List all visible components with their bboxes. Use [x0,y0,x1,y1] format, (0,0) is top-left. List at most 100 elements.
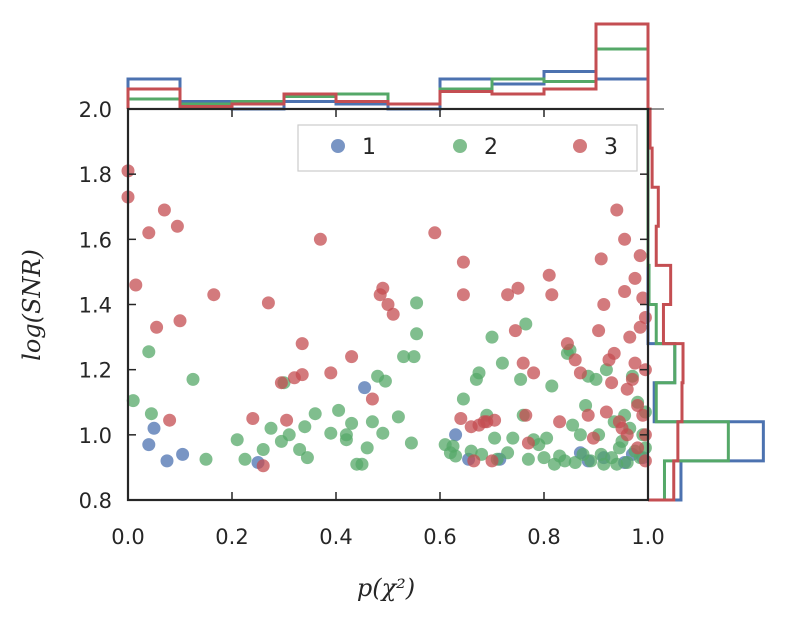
x-tick-label: 0.2 [215,525,248,549]
point-series-3-51 [586,431,600,445]
point-series-3-10 [246,412,260,425]
point-series-3-73 [633,320,647,334]
axes: 0.0 0.2 0.4 0.6 0.8 1.0 0.8 1.0 1.2 1.4 1.6 1.8 2.0 [79,98,665,549]
point-series-3-49 [573,366,587,380]
point-series-2-24 [365,415,379,429]
point-series-1-3 [176,447,190,461]
point-series-2-31 [407,350,421,364]
point-series-1-1 [147,421,161,435]
point-series-2-33 [410,296,424,310]
point-series-2-27 [378,374,392,388]
point-series-2-58 [545,379,559,393]
legend: 1 2 3 [297,124,638,172]
point-series-3-48 [568,353,582,367]
point-series-3-38 [508,324,522,338]
top-hist-series-2 [126,47,650,109]
point-series-3-43 [527,366,541,380]
point-series-2-30 [404,436,418,450]
point-series-3-29 [456,255,470,269]
legend-label-1: 1 [362,135,376,160]
point-series-2-29 [397,350,411,364]
point-series-2-5 [230,433,244,447]
right-hist-series-3 [648,107,685,502]
point-series-2-68 [579,399,593,412]
y-tick-label: 1.4 [79,294,112,318]
point-series-3-7 [170,219,184,233]
point-series-3-65 [620,428,634,442]
point-series-3-66 [623,330,637,344]
point-series-2-3 [186,372,200,386]
point-series-3-17 [295,337,309,351]
point-series-2-23 [360,441,374,455]
point-series-3-53 [594,252,608,266]
point-series-2-71 [589,372,603,386]
point-series-3-27 [454,412,468,425]
point-series-3-50 [581,408,595,422]
point-series-2-14 [300,451,314,465]
point-series-2-0 [126,394,140,408]
top-hist-series-3 [126,22,650,109]
point-series-2-32 [410,327,424,341]
point-series-3-13 [274,376,288,390]
point-series-3-2 [129,278,143,292]
point-series-2-53 [521,452,535,466]
point-series-3-16 [295,368,309,382]
point-series-3-45 [545,288,559,302]
point-series-3-5 [157,203,171,217]
point-series-2-16 [324,426,338,440]
scatter-points [121,164,652,473]
y-tick-label: 1.8 [79,163,112,187]
right-hist-series-2 [646,109,730,502]
point-series-2-66 [573,428,587,442]
point-series-2-17 [332,403,346,417]
x-tick-label: 0.4 [319,525,352,549]
point-series-2-73 [594,447,608,461]
point-series-3-59 [610,203,624,217]
point-series-3-28 [456,288,470,302]
point-series-2-12 [293,443,307,456]
point-series-2-70 [584,454,598,468]
y-tick-label: 2.0 [79,98,112,122]
point-series-3-70 [631,399,645,412]
point-series-3-14 [280,413,294,427]
top-hist-series-1 [126,70,650,111]
y-axis-label: log(SNR) [18,249,46,361]
point-series-3-75 [636,408,650,422]
legend-marker-1 [331,139,345,153]
point-series-3-79 [638,454,652,468]
point-series-1-5 [358,381,372,395]
point-series-2-28 [391,410,405,424]
point-series-2-20 [345,416,359,430]
point-series-3-78 [638,311,652,324]
point-series-3-58 [607,346,621,360]
point-series-2-26 [376,426,390,440]
point-series-2-6 [238,452,252,466]
point-series-3-52 [592,324,606,338]
point-series-3-8 [173,314,187,328]
x-tick-label: 0.6 [423,525,456,549]
x-tick-label: 0.0 [111,525,144,549]
point-series-1-6 [449,428,463,442]
right-marginal-histogram [646,107,765,502]
point-series-3-44 [542,268,556,282]
y-tick-label: 0.8 [79,489,112,513]
point-series-3-68 [628,271,642,285]
point-series-2-8 [264,421,278,435]
legend-marker-2 [453,139,467,153]
point-series-2-49 [506,431,520,445]
point-series-1-0 [142,438,156,452]
point-series-3-71 [631,441,645,455]
point-series-3-54 [597,298,611,311]
point-series-2-52 [519,317,533,331]
point-series-2-36 [446,439,460,453]
legend-label-2: 2 [484,135,498,160]
point-series-3-63 [618,285,632,298]
point-series-3-4 [150,320,164,334]
x-tick-label: 0.8 [527,525,560,549]
legend-label-3: 3 [604,135,618,160]
point-series-3-18 [313,232,327,246]
point-series-3-64 [620,382,634,396]
point-series-3-35 [485,454,499,468]
y-tick-label: 1.2 [79,359,112,383]
